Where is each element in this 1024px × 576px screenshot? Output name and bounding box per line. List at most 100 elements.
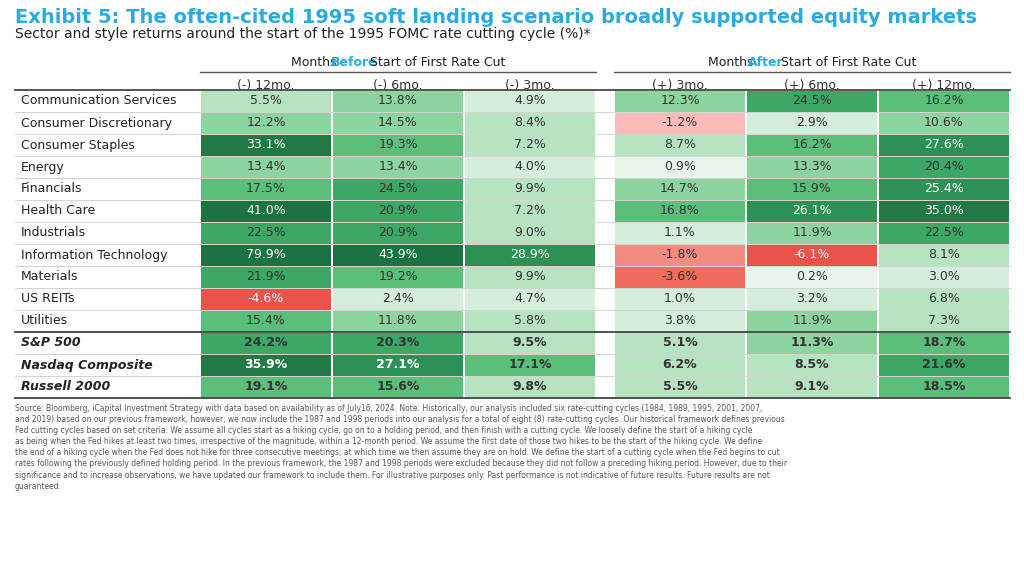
Text: 6.2%: 6.2%	[663, 358, 697, 372]
Text: (+) 12mo.: (+) 12mo.	[912, 78, 976, 92]
Bar	[201, 354, 331, 376]
Text: 17.1%: 17.1%	[508, 358, 552, 372]
Bar	[333, 90, 463, 112]
Text: 8.7%: 8.7%	[664, 138, 696, 151]
Bar	[201, 289, 331, 309]
Text: 26.1%: 26.1%	[793, 204, 831, 218]
Bar	[333, 354, 463, 376]
Bar	[465, 332, 595, 354]
Bar	[201, 90, 331, 112]
Bar	[746, 179, 877, 199]
Bar	[879, 354, 1009, 376]
Bar	[879, 135, 1009, 156]
Text: 79.9%: 79.9%	[246, 248, 286, 262]
Bar	[615, 354, 745, 376]
Bar	[879, 90, 1009, 112]
Text: 9.8%: 9.8%	[513, 381, 547, 393]
Text: 14.5%: 14.5%	[378, 116, 418, 130]
Text: 8.5%: 8.5%	[795, 358, 829, 372]
Text: (+) 3mo.: (+) 3mo.	[652, 78, 708, 92]
Text: Source: Bloomberg, iCapital Investment Strategy with data based on availability : Source: Bloomberg, iCapital Investment S…	[15, 404, 787, 491]
Bar	[333, 179, 463, 199]
Bar	[879, 200, 1009, 222]
Bar	[746, 354, 877, 376]
Bar	[879, 289, 1009, 309]
Bar	[201, 377, 331, 397]
Bar	[746, 267, 877, 287]
Text: 16.8%: 16.8%	[660, 204, 699, 218]
Text: (-) 12mo.: (-) 12mo.	[238, 78, 295, 92]
Text: -3.6%: -3.6%	[662, 271, 698, 283]
Text: 15.4%: 15.4%	[246, 314, 286, 328]
Bar	[879, 332, 1009, 354]
Text: 33.1%: 33.1%	[246, 138, 286, 151]
Text: 0.9%: 0.9%	[664, 161, 696, 173]
Text: Industrials: Industrials	[22, 226, 86, 240]
Bar	[746, 377, 877, 397]
Bar	[615, 310, 745, 332]
Bar	[746, 135, 877, 156]
Bar	[201, 112, 331, 134]
Bar	[201, 200, 331, 222]
Bar	[465, 289, 595, 309]
Text: 1.0%: 1.0%	[664, 293, 696, 305]
Text: 28.9%: 28.9%	[510, 248, 550, 262]
Text: 18.7%: 18.7%	[923, 336, 966, 350]
Bar	[333, 200, 463, 222]
Bar	[465, 179, 595, 199]
Bar	[615, 332, 745, 354]
Bar	[746, 332, 877, 354]
Text: 7.3%: 7.3%	[928, 314, 959, 328]
Bar	[465, 200, 595, 222]
Bar	[333, 310, 463, 332]
Bar	[746, 244, 877, 266]
Text: 16.2%: 16.2%	[793, 138, 831, 151]
Bar	[201, 222, 331, 244]
Text: Before: Before	[332, 55, 378, 69]
Bar	[615, 135, 745, 156]
Text: -4.6%: -4.6%	[248, 293, 284, 305]
Text: 11.9%: 11.9%	[793, 226, 831, 240]
Bar	[615, 222, 745, 244]
Text: -6.1%: -6.1%	[794, 248, 830, 262]
Text: 2.4%: 2.4%	[382, 293, 414, 305]
Text: 16.2%: 16.2%	[925, 94, 964, 108]
Bar	[879, 267, 1009, 287]
Text: US REITs: US REITs	[22, 293, 75, 305]
Bar	[201, 267, 331, 287]
Text: Months: Months	[708, 55, 757, 69]
Bar	[201, 157, 331, 177]
Text: 19.1%: 19.1%	[245, 381, 288, 393]
Text: 19.3%: 19.3%	[378, 138, 418, 151]
Text: Exhibit 5: The often-cited 1995 soft landing scenario broadly supported equity m: Exhibit 5: The often-cited 1995 soft lan…	[15, 8, 977, 27]
Text: 24.2%: 24.2%	[245, 336, 288, 350]
Text: 12.2%: 12.2%	[246, 116, 286, 130]
Text: 15.6%: 15.6%	[376, 381, 420, 393]
Text: 21.9%: 21.9%	[246, 271, 286, 283]
Text: 9.1%: 9.1%	[795, 381, 829, 393]
Bar	[746, 200, 877, 222]
Bar	[615, 179, 745, 199]
Text: Materials: Materials	[22, 271, 79, 283]
Text: 18.5%: 18.5%	[923, 381, 966, 393]
Text: 9.5%: 9.5%	[513, 336, 547, 350]
Text: 5.5%: 5.5%	[663, 381, 697, 393]
Text: 35.9%: 35.9%	[245, 358, 288, 372]
Bar	[615, 267, 745, 287]
Text: -1.2%: -1.2%	[662, 116, 698, 130]
Text: 27.1%: 27.1%	[376, 358, 420, 372]
Bar	[465, 267, 595, 287]
Bar	[333, 112, 463, 134]
Text: Financials: Financials	[22, 183, 83, 195]
Text: 11.3%: 11.3%	[791, 336, 834, 350]
Bar	[615, 200, 745, 222]
Bar	[201, 332, 331, 354]
Text: 4.0%: 4.0%	[514, 161, 546, 173]
Text: Start of First Rate Cut: Start of First Rate Cut	[777, 55, 916, 69]
Bar	[746, 90, 877, 112]
Text: Consumer Discretionary: Consumer Discretionary	[22, 116, 172, 130]
Bar	[615, 244, 745, 266]
Bar	[333, 267, 463, 287]
Text: Utilities: Utilities	[22, 314, 69, 328]
Text: 2.9%: 2.9%	[796, 116, 827, 130]
